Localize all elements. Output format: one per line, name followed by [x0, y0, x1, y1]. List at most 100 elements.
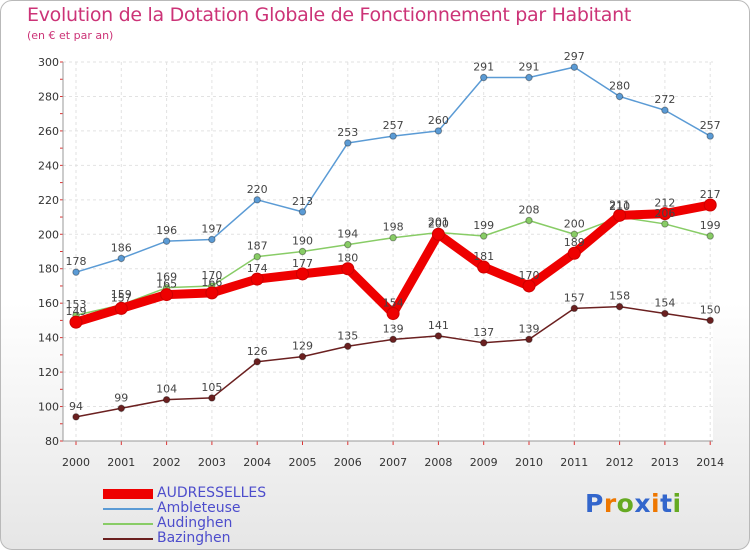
data-point-bazinghen [162, 395, 171, 404]
data-label-audresselles: 189 [564, 236, 585, 249]
data-label-bazinghen: 141 [428, 319, 449, 332]
data-label-audinghen: 159 [111, 288, 132, 301]
data-point-bazinghen [389, 335, 397, 344]
data-point-audinghen [706, 232, 714, 240]
data-point-audresselles [114, 301, 128, 315]
logo-letter: t [660, 489, 673, 518]
legend-swatch-bazinghen [103, 538, 153, 540]
data-label-audinghen: 210 [609, 200, 630, 213]
data-point-ambleteuse [615, 92, 624, 101]
data-point-audresselles [431, 227, 445, 241]
data-label-ambleteuse: 197 [201, 222, 222, 235]
series-layer [69, 63, 717, 421]
y-tick-label: 300 [38, 56, 59, 69]
y-tick-label: 80 [45, 435, 59, 448]
data-label-audresselles: 154 [383, 297, 404, 310]
data-label-audinghen: 199 [473, 219, 494, 232]
data-point-audinghen [344, 240, 352, 249]
data-point-ambleteuse [253, 196, 261, 204]
x-tick-label: 2010 [515, 456, 543, 469]
data-point-audresselles [658, 207, 672, 221]
data-point-audinghen [480, 232, 488, 240]
data-point-bazinghen [117, 404, 126, 412]
x-tick-label: 2004 [243, 456, 271, 469]
data-label-bazinghen: 158 [609, 290, 630, 303]
x-tick-label: 2008 [424, 456, 452, 469]
y-tick-label: 200 [38, 228, 59, 241]
data-label-audinghen: 198 [383, 221, 404, 234]
logo-letter: P [585, 489, 604, 518]
legend-swatch-audinghen [103, 523, 153, 525]
data-label-audinghen: 199 [700, 219, 721, 232]
x-tick-label: 2007 [379, 456, 407, 469]
data-point-bazinghen [344, 342, 352, 350]
legend-label-audresselles: AUDRESSELLES [157, 485, 267, 501]
data-label-bazinghen: 139 [383, 322, 404, 335]
x-tick-label: 2014 [696, 456, 724, 469]
data-label-ambleteuse: 272 [654, 93, 675, 106]
data-point-ambleteuse [480, 73, 488, 82]
data-label-ambleteuse: 257 [383, 119, 404, 132]
data-point-bazinghen [570, 304, 578, 313]
data-point-ambleteuse [525, 73, 533, 82]
legend-label-bazinghen: Bazinghen [157, 530, 231, 546]
data-label-ambleteuse: 257 [700, 119, 721, 132]
data-point-bazinghen [480, 339, 488, 347]
x-tick-label: 2001 [107, 456, 135, 469]
data-label-audresselles: 165 [156, 278, 177, 291]
data-point-bazinghen [525, 335, 533, 344]
x-tick-label: 2012 [606, 456, 634, 469]
legend-label-ambleteuse: Ambleteuse [157, 500, 241, 516]
data-label-ambleteuse: 291 [473, 61, 494, 74]
data-label-bazinghen: 104 [156, 383, 177, 396]
logo-letter: r [603, 489, 617, 518]
y-tick-label: 140 [38, 332, 59, 345]
data-point-ambleteuse [434, 127, 443, 135]
data-label-audresselles: 177 [292, 257, 313, 270]
logo-letter: x [634, 489, 651, 518]
data-point-ambleteuse [661, 106, 669, 114]
data-point-audresselles [69, 315, 83, 329]
data-label-bazinghen: 129 [292, 340, 313, 353]
data-point-audinghen [661, 220, 669, 228]
data-label-bazinghen: 157 [564, 291, 585, 304]
data-point-bazinghen [706, 316, 714, 325]
data-label-audresselles: 211 [609, 198, 630, 211]
x-tick-label: 2002 [153, 456, 181, 469]
data-point-ambleteuse [162, 237, 171, 245]
y-tick-label: 160 [38, 297, 59, 310]
data-label-audinghen: 190 [292, 235, 313, 248]
y-tick-label: 100 [38, 401, 59, 414]
data-point-audresselles [205, 286, 219, 300]
data-label-audresselles: 149 [66, 305, 87, 318]
data-point-ambleteuse [117, 254, 126, 263]
data-point-bazinghen [72, 413, 80, 421]
data-point-audresselles [160, 288, 174, 302]
data-label-audinghen: 187 [247, 240, 268, 253]
data-point-audresselles [296, 267, 309, 281]
data-label-audinghen: 200 [564, 217, 585, 230]
data-label-bazinghen: 139 [519, 322, 540, 335]
data-label-audresselles: 166 [201, 276, 222, 289]
data-label-audinghen: 153 [66, 298, 87, 311]
logo-letter: i [672, 489, 682, 518]
data-label-ambleteuse: 291 [519, 61, 540, 74]
data-label-audresselles: 212 [654, 197, 675, 210]
legend-swatch-ambleteuse [103, 508, 153, 510]
y-tick-label: 240 [38, 159, 59, 172]
legend-label-audinghen: Audinghen [157, 515, 233, 531]
data-label-layer: 178 186 196 197 220 213 253 257 260 291 291 297 280 2… [66, 50, 721, 413]
data-label-ambleteuse: 280 [609, 79, 630, 92]
data-point-ambleteuse [389, 132, 397, 140]
data-label-audinghen: 208 [519, 203, 540, 216]
data-point-ambleteuse [706, 132, 714, 140]
data-label-ambleteuse: 253 [337, 126, 358, 139]
y-tick-label: 220 [38, 194, 59, 207]
data-point-ambleteuse [72, 268, 80, 276]
data-point-audinghen [298, 247, 307, 256]
chart-title: Evolution de la Dotation Globale de Fonc… [27, 4, 632, 26]
data-label-ambleteuse: 213 [292, 195, 313, 208]
data-label-ambleteuse: 186 [111, 241, 132, 254]
